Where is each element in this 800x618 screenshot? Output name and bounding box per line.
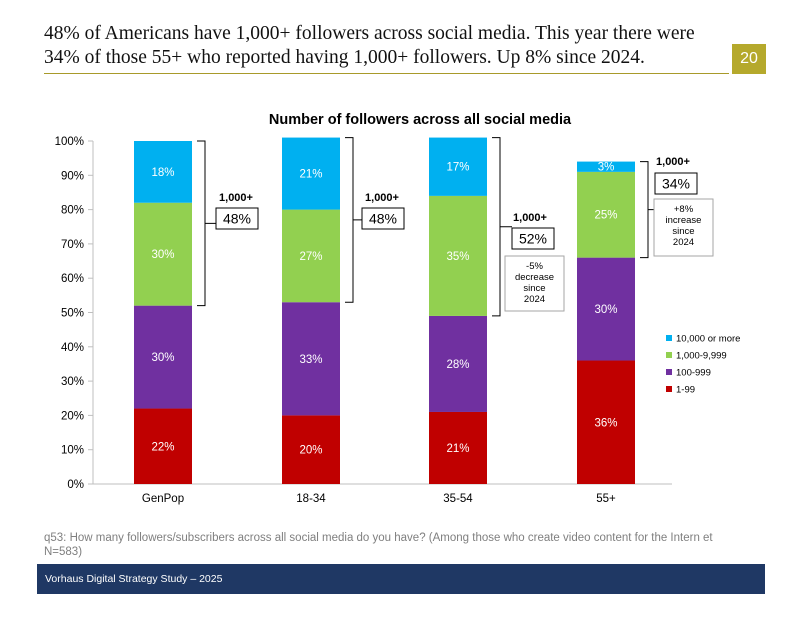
- headline-line-2: 34% of those 55+ who reported having 1,0…: [44, 47, 645, 68]
- legend-swatch-100-999: [666, 369, 672, 375]
- bar-segment-18-34-10-000-or-more: [282, 137, 340, 210]
- y-tick-label: 20%: [61, 410, 84, 422]
- change-note: -5% decrease since 2024: [515, 261, 554, 305]
- annotation-value-box: [511, 227, 555, 250]
- note-line-1: q53: How many followers/subscribers acro…: [44, 532, 713, 544]
- bar-segment-55-10-000-or-more: [577, 161, 635, 172]
- bar-segment-genpop-100-999: [134, 305, 192, 409]
- bar-segment-55-1-99: [577, 360, 635, 484]
- data-label: 30%: [151, 352, 174, 364]
- legend-label: 1-99: [676, 385, 695, 396]
- annotation-value: 52%: [519, 231, 547, 247]
- legend-label: 100-999: [676, 368, 711, 379]
- y-tick-label: 100%: [55, 136, 84, 148]
- bar-segment-genpop-1-99: [134, 408, 192, 484]
- y-tick-label: 70%: [61, 239, 84, 251]
- annotation-value: 48%: [369, 211, 397, 227]
- legend-swatch-1-99: [666, 386, 672, 392]
- data-label: 33%: [299, 354, 322, 366]
- footer-text: Vorhaus Digital Strategy Study – 2025: [45, 573, 223, 585]
- data-label: 22%: [151, 441, 174, 453]
- x-tick-label: GenPop: [142, 493, 184, 505]
- page-number-badge: 20: [732, 44, 766, 74]
- y-axis: 0% 10% 20% 30% 40% 50% 60% 70% 80% 90% 100%: [55, 136, 672, 491]
- y-tick-label: 30%: [61, 376, 84, 388]
- annotation-label: 1,000+: [513, 212, 547, 224]
- change-note-line: since: [672, 226, 694, 237]
- legend-swatch-1-000-9-999: [666, 352, 672, 358]
- annotation-label: 1,000+: [219, 192, 253, 204]
- data-label: 20%: [299, 445, 322, 457]
- change-note-line: since: [523, 283, 545, 294]
- data-label: 30%: [594, 304, 617, 316]
- legend: 10,000 or more 1,000-9,999 100-999 1-99: [666, 334, 740, 396]
- x-tick-label: 18-34: [296, 493, 326, 505]
- y-tick-label: 80%: [61, 205, 84, 217]
- legend-label: 1,000-9,999: [676, 351, 727, 362]
- bracket-55: [640, 161, 655, 259]
- bar-segment-55-1-000-9-999: [577, 171, 635, 258]
- annotation-value-box: [654, 172, 698, 195]
- change-note-box: [653, 198, 714, 257]
- annotations: 1,000+48%1,000+48% 1,000+52%-5% decrease si…: [197, 137, 714, 317]
- change-note-line: decrease: [515, 272, 554, 283]
- bar-segment-18-34-1-99: [282, 415, 340, 484]
- change-note-line: 2024: [673, 237, 694, 248]
- change-note-box: [504, 255, 565, 312]
- legend-swatch-10-000-or-more: [666, 335, 672, 341]
- annotation-label: 1,000+: [365, 192, 399, 204]
- bar-segment-genpop-1-000-9-999: [134, 202, 192, 306]
- bar-segment-55-100-999: [577, 257, 635, 361]
- y-tick-label: 0%: [67, 479, 84, 491]
- bracket-35-54: [492, 137, 512, 317]
- bar-segment-18-34-100-999: [282, 302, 340, 416]
- note-line-2: N=583): [44, 546, 83, 558]
- data-label: 3%: [598, 162, 615, 174]
- headline-line-1: 48% of Americans have 1,000+ followers a…: [44, 23, 695, 44]
- data-label: 28%: [446, 359, 469, 371]
- headline-divider: [44, 73, 729, 74]
- bracket-genpop: [197, 140, 216, 307]
- slide-headline: 48% of Americans have 1,000+ followers a…: [44, 22, 724, 70]
- y-tick-label: 90%: [61, 170, 84, 182]
- annotation-label: 1,000+: [656, 156, 690, 168]
- annotation-value-box: [361, 207, 405, 230]
- data-label: 21%: [299, 169, 322, 181]
- bars: 22% 30% 30% 18% GenPop 20% 33% 27% 21% 18-34 21% 28…: [134, 137, 635, 505]
- bar-segment-35-54-10-000-or-more: [429, 137, 487, 196]
- data-label: 18%: [151, 167, 174, 179]
- data-label: 35%: [446, 251, 469, 263]
- chart-title: Number of followers across all social me…: [269, 112, 572, 128]
- y-tick-label: 10%: [61, 445, 84, 457]
- change-note: +8% increase since 2024: [666, 204, 702, 248]
- bar-segment-35-54-1-000-9-999: [429, 195, 487, 316]
- data-label: 30%: [151, 249, 174, 261]
- x-tick-label: 35-54: [443, 493, 473, 505]
- bar-segment-35-54-1-99: [429, 411, 487, 484]
- y-tick-label: 60%: [61, 273, 84, 285]
- x-tick-label: 55+: [596, 493, 616, 505]
- change-note-line: increase: [666, 215, 702, 226]
- bracket-18-34: [345, 137, 362, 303]
- change-note-line: +8%: [674, 204, 694, 215]
- data-label: 36%: [594, 417, 617, 429]
- data-label: 21%: [446, 443, 469, 455]
- change-note-line: -5%: [526, 261, 543, 272]
- bar-segment-35-54-100-999: [429, 315, 487, 412]
- bar-segment-genpop-10-000-or-more: [134, 141, 192, 203]
- data-label: 17%: [446, 162, 469, 174]
- footer-bar: Vorhaus Digital Strategy Study – 2025: [37, 564, 765, 594]
- survey-question-note: q53: How many followers/subscribers acro…: [44, 531, 749, 559]
- bar-segment-18-34-1-000-9-999: [282, 209, 340, 303]
- change-note-line: 2024: [524, 294, 545, 305]
- y-tick-label: 50%: [61, 308, 84, 320]
- annotation-value: 34%: [662, 176, 690, 192]
- annotation-value-box: [215, 207, 259, 230]
- y-tick-label: 40%: [61, 342, 84, 354]
- legend-label: 10,000 or more: [676, 334, 740, 345]
- data-label: 25%: [594, 210, 617, 222]
- annotation-value: 48%: [223, 211, 251, 227]
- data-label: 27%: [299, 251, 322, 263]
- stacked-bar-chart: Number of followers across all social me…: [55, 112, 741, 505]
